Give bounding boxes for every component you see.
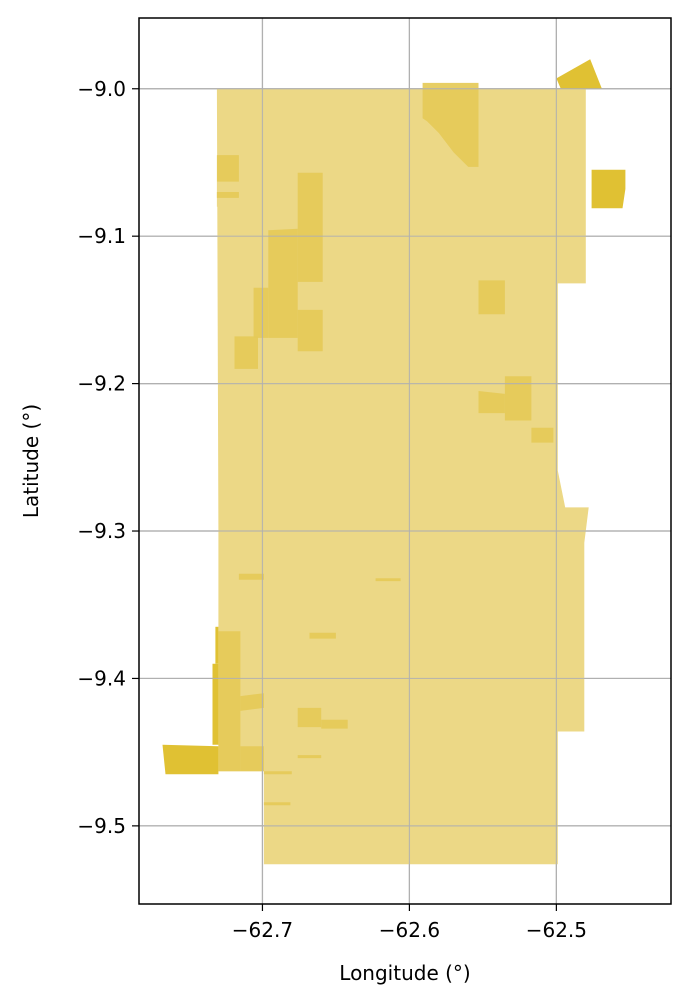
region-polygon-22 xyxy=(264,771,292,774)
region-polygon-11 xyxy=(479,391,505,413)
y-tick-label-5: −9.5 xyxy=(77,814,126,838)
region-polygon-19 xyxy=(310,633,336,639)
y-tick-label-4: −9.4 xyxy=(77,666,126,690)
region-polygon-6 xyxy=(254,288,269,338)
region-polygon-5 xyxy=(268,229,297,338)
x-ticks: −62.7 −62.6 −62.5 xyxy=(232,904,587,942)
region-polygon-17 xyxy=(298,708,322,727)
region-polygon-21 xyxy=(376,578,401,581)
x-tick-label-2: −62.5 xyxy=(526,918,587,942)
region-polygon-10 xyxy=(479,280,505,314)
region-polygon-24 xyxy=(298,755,322,758)
region-polygon-13 xyxy=(531,428,553,443)
region-polygon-8 xyxy=(235,336,259,369)
region-polygon-15 xyxy=(240,693,264,711)
region-polygon-3 xyxy=(217,192,239,198)
y-ticks: −9.0 −9.1 −9.2 −9.3 −9.4 −9.5 xyxy=(77,77,139,838)
region-polygon-12 xyxy=(505,376,532,420)
region-polygon-0 xyxy=(217,89,589,864)
region-polygon-18 xyxy=(321,720,348,729)
region-polygon-7 xyxy=(298,310,323,351)
region-polygon-20 xyxy=(239,574,264,580)
y-axis-label: Latitude (°) xyxy=(19,404,43,518)
y-tick-label-1: −9.1 xyxy=(77,224,126,248)
region-polygon-14 xyxy=(218,631,240,771)
x-tick-label-1: −62.6 xyxy=(379,918,440,942)
y-tick-label-0: −9.0 xyxy=(77,77,126,101)
y-tick-label-3: −9.3 xyxy=(77,519,126,543)
x-axis-label: Longitude (°) xyxy=(339,961,470,985)
region-polygon-25 xyxy=(556,59,602,89)
region-polygon-29 xyxy=(213,664,219,745)
region-polygon-28 xyxy=(163,745,219,775)
region-polygon-2 xyxy=(217,155,239,182)
region-polygon-23 xyxy=(264,802,291,805)
y-tick-label-2: −9.2 xyxy=(77,372,126,396)
region-polygon-4 xyxy=(298,173,323,282)
polygons xyxy=(139,18,671,904)
region-polygon-26 xyxy=(592,170,626,189)
region-polygon-27 xyxy=(592,189,626,208)
region-polygon-30 xyxy=(215,627,218,664)
region-polygon-16 xyxy=(240,746,264,771)
x-tick-label-0: −62.7 xyxy=(232,918,293,942)
